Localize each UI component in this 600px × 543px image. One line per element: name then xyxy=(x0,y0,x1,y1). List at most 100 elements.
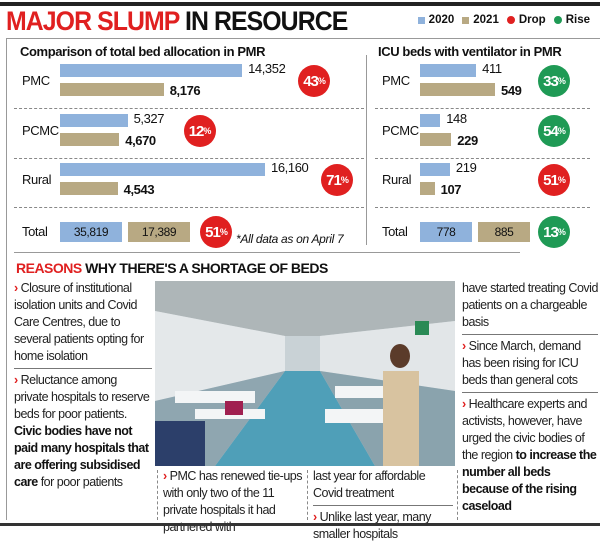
divider xyxy=(6,38,600,39)
divider xyxy=(14,252,520,253)
legend-2020: 2020 xyxy=(417,14,455,26)
legend-label: 2020 xyxy=(428,14,455,26)
reason-text: Closure of institutional isolation units… xyxy=(14,281,144,363)
row-label: PMC xyxy=(22,73,50,88)
row-divider xyxy=(375,207,590,208)
change-pct: 51 xyxy=(543,171,559,189)
panel-divider xyxy=(366,55,367,245)
row-label: Rural xyxy=(382,172,412,187)
reason-text-bold: Civic bodies have not paid many hospital… xyxy=(14,424,149,489)
change-badge: 33% xyxy=(538,65,570,97)
pct-unit: % xyxy=(340,175,349,185)
change-pct: 13 xyxy=(543,223,559,241)
value-2020: 411 xyxy=(482,61,502,76)
reason-text: for poor patients xyxy=(37,475,123,489)
value-2021: 107 xyxy=(440,182,462,197)
bar-2020 xyxy=(420,64,477,77)
bullet-icon: › xyxy=(14,281,18,295)
change-pct: 43 xyxy=(303,72,319,90)
headline-black: IN RESOURCE xyxy=(184,6,348,36)
reason-3-cont: last year for affordable Covid treatment xyxy=(313,469,426,500)
change-badge: 43% xyxy=(298,65,331,97)
row-label: PCMC xyxy=(382,123,419,138)
reasons-column-mid2: last year for affordable Covid treatment… xyxy=(313,468,453,543)
divider xyxy=(14,368,152,369)
headline: MAJOR SLUMP IN RESOURCE xyxy=(6,6,348,37)
value-2020: 5,327 xyxy=(133,111,165,126)
covid-ward-photo xyxy=(155,281,455,466)
row-divider xyxy=(375,158,590,159)
legend-drop: Drop xyxy=(506,14,546,26)
reason-6: › Healthcare experts and activists, howe… xyxy=(462,396,598,515)
reasons-title: REASONS WHY THERE'S A SHORTAGE OF BEDS xyxy=(16,260,328,276)
change-pct: 54 xyxy=(543,122,559,140)
reason-5: › Since March, demand has been rising fo… xyxy=(462,338,598,389)
headline-red: MAJOR SLUMP xyxy=(6,6,180,36)
change-badge: 12% xyxy=(183,115,216,147)
value-2021: 4,670 xyxy=(125,133,156,148)
value-2021: 229 xyxy=(457,133,478,148)
divider xyxy=(313,505,453,506)
total-2021: 17,389 xyxy=(128,222,190,242)
bullet-icon: › xyxy=(313,510,317,524)
bar-2021 xyxy=(420,133,452,146)
total-2020: 35,819 xyxy=(60,222,122,242)
pct-unit: % xyxy=(557,227,566,237)
value-2020: 16,160 xyxy=(271,160,309,175)
bar-2021 xyxy=(60,83,164,96)
bar-2021 xyxy=(420,182,435,195)
total-2021: 885 xyxy=(478,222,530,242)
pct-unit: % xyxy=(557,175,566,185)
divider xyxy=(462,334,598,335)
divider xyxy=(307,470,308,520)
pct-unit: % xyxy=(557,126,566,136)
bar-2020 xyxy=(60,64,243,77)
top-rule xyxy=(0,2,600,6)
reasons-column-right: have started treating Covid patients on … xyxy=(462,280,598,515)
change-badge: 51% xyxy=(200,216,232,248)
divider xyxy=(457,470,458,520)
row-label: PMC xyxy=(382,73,410,88)
pct-unit: % xyxy=(557,76,566,86)
bar-2021 xyxy=(420,83,495,96)
value-2020: 14,352 xyxy=(248,61,286,76)
pct-unit: % xyxy=(219,227,228,237)
row-divider xyxy=(14,158,364,159)
legend-label: Rise xyxy=(565,14,590,26)
bar-2020 xyxy=(420,114,441,127)
reason-text-bold: to increase the number all beds because … xyxy=(462,448,597,513)
row-label: Total xyxy=(382,224,408,239)
legend-swatch xyxy=(462,16,470,24)
value-2021: 8,176 xyxy=(169,83,201,98)
change-badge: 51% xyxy=(538,164,570,196)
bar-2021 xyxy=(60,133,120,146)
bullet-icon: › xyxy=(462,397,466,411)
divider xyxy=(157,470,158,520)
change-pct: 71 xyxy=(326,171,342,189)
reasons-column-left: › Closure of institutional isolation uni… xyxy=(14,280,152,491)
row-label: Total xyxy=(22,224,48,239)
reason-4-cont: have started treating Covid patients on … xyxy=(462,281,598,329)
pct-unit: % xyxy=(317,76,326,86)
bar-2021 xyxy=(60,182,118,195)
chart-title-beds: Comparison of total bed allocation in PM… xyxy=(20,44,266,59)
reason-4: › Unlike last year, many smaller hospita… xyxy=(313,509,453,543)
legend-rise: Rise xyxy=(553,14,590,26)
reason-text: Since March, demand has been rising for … xyxy=(462,339,581,387)
frame-line xyxy=(6,38,7,520)
reason-1: › Closure of institutional isolation uni… xyxy=(14,280,152,365)
change-badge: 71% xyxy=(321,164,353,196)
legend: 2020 2021 Drop Rise xyxy=(417,14,590,26)
row-label: PCMC xyxy=(22,123,59,138)
row-divider xyxy=(14,207,364,208)
reasons-title-red: REASONS xyxy=(16,260,82,276)
reason-2: › Reluctance among private hospitals to … xyxy=(14,372,152,491)
change-pct: 12 xyxy=(188,122,205,140)
value-2021: 4,543 xyxy=(123,182,155,197)
bar-2020 xyxy=(60,114,128,127)
reasons-title-black: WHY THERE'S A SHORTAGE OF BEDS xyxy=(85,260,328,276)
change-pct: 33 xyxy=(543,72,559,90)
bullet-icon: › xyxy=(163,469,167,483)
change-badge: 54% xyxy=(538,115,570,147)
change-pct: 51 xyxy=(205,223,221,241)
